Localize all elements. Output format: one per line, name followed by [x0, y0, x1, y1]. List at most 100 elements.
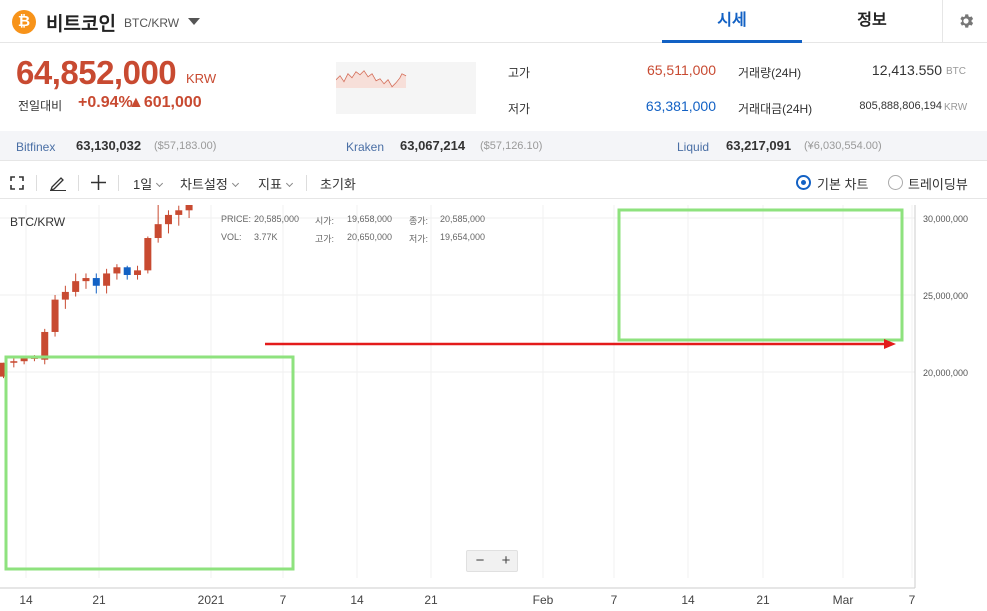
amount-value: 805,888,806,194: [859, 100, 942, 112]
interval-label: 1일: [133, 177, 153, 192]
y-tick-label: 20,000,000: [923, 368, 968, 378]
coin-name[interactable]: 비트코인: [46, 14, 116, 35]
crosshair-icon[interactable]: [91, 175, 106, 190]
highlight-box-right: [617, 208, 904, 342]
basic-chart-radio[interactable]: [796, 175, 811, 190]
pencil-icon[interactable]: [49, 175, 67, 191]
legend-open-value: 19,658,000: [347, 214, 393, 224]
candle-body: [51, 299, 59, 332]
exchange-name[interactable]: Kraken: [346, 140, 385, 154]
indicator-label: 지표: [258, 177, 282, 192]
x-tick-label: 2021: [198, 593, 225, 607]
candle-body: [20, 358, 28, 362]
candle-body: [10, 361, 18, 363]
legend-high-value: 20,650,000: [347, 232, 393, 242]
tab-quote[interactable]: 시세: [662, 0, 802, 43]
zoom-in-button[interactable]: +: [501, 552, 511, 569]
mini-sparkline-chart: [336, 62, 476, 114]
volume-unit: BTC: [946, 66, 966, 77]
exchange-name[interactable]: Liquid: [677, 140, 710, 154]
change-label: 전일대비: [18, 99, 63, 113]
low-value: 63,381,000: [645, 98, 716, 114]
volume-value: 12,413.550: [871, 62, 942, 78]
exchange-name[interactable]: Bitfinex: [16, 140, 56, 154]
triangle-down-icon[interactable]: [188, 18, 200, 25]
x-tick-label: 7: [611, 593, 618, 607]
candle-body: [82, 278, 90, 282]
change-percent: +0.94%: [78, 94, 133, 111]
highlight-box-left: [4, 355, 295, 571]
x-tick-label: Mar: [833, 593, 854, 607]
exchange-price: 63,067,214: [400, 138, 466, 153]
legend-price-value: 20,585,000: [254, 214, 300, 224]
candle-body: [154, 224, 162, 239]
candle-body: [144, 238, 152, 271]
x-tick-label: 14: [19, 593, 33, 607]
exchange-price-bar: Bitfinex 63,130,032 ($57,183.00) Kraken …: [0, 131, 987, 161]
indicator-select[interactable]: 지표: [258, 174, 293, 193]
amount-label: 거래대금(24H): [738, 102, 813, 116]
x-tick-label: 14: [681, 593, 695, 607]
candle-body: [134, 270, 142, 275]
change-amount: ▲601,000: [128, 94, 202, 111]
exchange-price: 63,217,091: [726, 138, 792, 153]
legend-vol-value: 3.77K: [254, 232, 278, 242]
candle-body: [113, 267, 121, 274]
legend-vol-label: VOL:: [221, 232, 242, 242]
gear-icon[interactable]: [957, 12, 975, 30]
y-tick-label: 25,000,000: [923, 291, 968, 301]
candle-body: [175, 210, 183, 215]
legend-open-label: 시가:: [315, 216, 335, 226]
x-tick-label: 7: [909, 593, 916, 607]
legend-price-label: PRICE:: [221, 214, 252, 224]
candle-body: [123, 267, 131, 275]
current-price: 64,852,000: [16, 54, 177, 91]
settings-button[interactable]: [942, 0, 987, 43]
x-tick-label: 14: [350, 593, 364, 607]
basic-chart-label[interactable]: 기본 차트: [817, 177, 869, 192]
high-label: 고가: [508, 66, 531, 80]
candle-body: [185, 205, 193, 211]
candlestick-chart[interactable]: 14 21 2021 7 14 21 Feb 7 14 21 Mar 7 20,000,000 25,00…: [0, 205, 987, 611]
fullscreen-icon[interactable]: [10, 176, 24, 190]
volume-label: 거래량(24H): [738, 66, 802, 80]
exchange-jpy: (¥6,030,554.00): [804, 140, 882, 152]
chart-settings-label: 차트설정: [180, 177, 228, 192]
chart-settings-select[interactable]: 차트설정: [180, 174, 239, 193]
tradingview-label[interactable]: 트레이딩뷰: [908, 177, 968, 192]
x-tick-label: Feb: [533, 593, 554, 607]
exchange-usd: ($57,126.10): [480, 140, 543, 152]
x-tick-label: 21: [756, 593, 770, 607]
high-value: 65,511,000: [646, 62, 716, 78]
tradingview-radio[interactable]: [888, 175, 903, 190]
amount-unit: KRW: [944, 102, 968, 113]
candle-body: [164, 214, 172, 225]
exchange-price: 63,130,032: [76, 138, 142, 153]
annotation-arrow-head: [884, 339, 896, 349]
x-tick-label: 21: [424, 593, 438, 607]
interval-select[interactable]: 1일: [133, 174, 164, 193]
chart-pair-label: BTC/KRW: [10, 215, 66, 229]
zoom-out-button[interactable]: −: [475, 552, 485, 569]
legend-low-label: 저가:: [409, 234, 429, 244]
low-label: 저가: [508, 102, 531, 116]
coin-header: ₿ 비트코인 BTC/KRW 시세 정보: [0, 0, 987, 43]
candle-body: [0, 362, 7, 377]
price-unit: KRW: [186, 71, 217, 86]
legend-low-value: 19,654,000: [440, 232, 486, 242]
x-tick-label: 21: [92, 593, 106, 607]
zoom-control: − +: [466, 550, 518, 572]
exchange-usd: ($57,183.00): [154, 140, 217, 152]
candle-body: [72, 281, 80, 292]
candle-body: [92, 278, 100, 286]
candle-body: [103, 273, 111, 286]
coin-pair: BTC/KRW: [124, 16, 180, 30]
candle-body: [41, 331, 49, 360]
legend-close-label: 종가:: [409, 216, 429, 226]
y-tick-label: 30,000,000: [923, 214, 968, 224]
reset-button[interactable]: 초기화: [320, 177, 356, 192]
legend-close-value: 20,585,000: [440, 214, 486, 224]
x-tick-label: 7: [280, 593, 287, 607]
chart-toolbar: 1일 차트설정 지표 초기화 기본 차트 트레이딩뷰: [0, 167, 987, 199]
tab-info[interactable]: 정보: [857, 12, 887, 29]
